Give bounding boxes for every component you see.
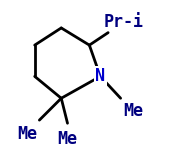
- Text: Me: Me: [58, 130, 78, 148]
- Text: Pr-i: Pr-i: [104, 13, 144, 31]
- Text: Me: Me: [123, 102, 143, 120]
- Text: Me: Me: [17, 125, 37, 143]
- Text: N: N: [95, 67, 105, 85]
